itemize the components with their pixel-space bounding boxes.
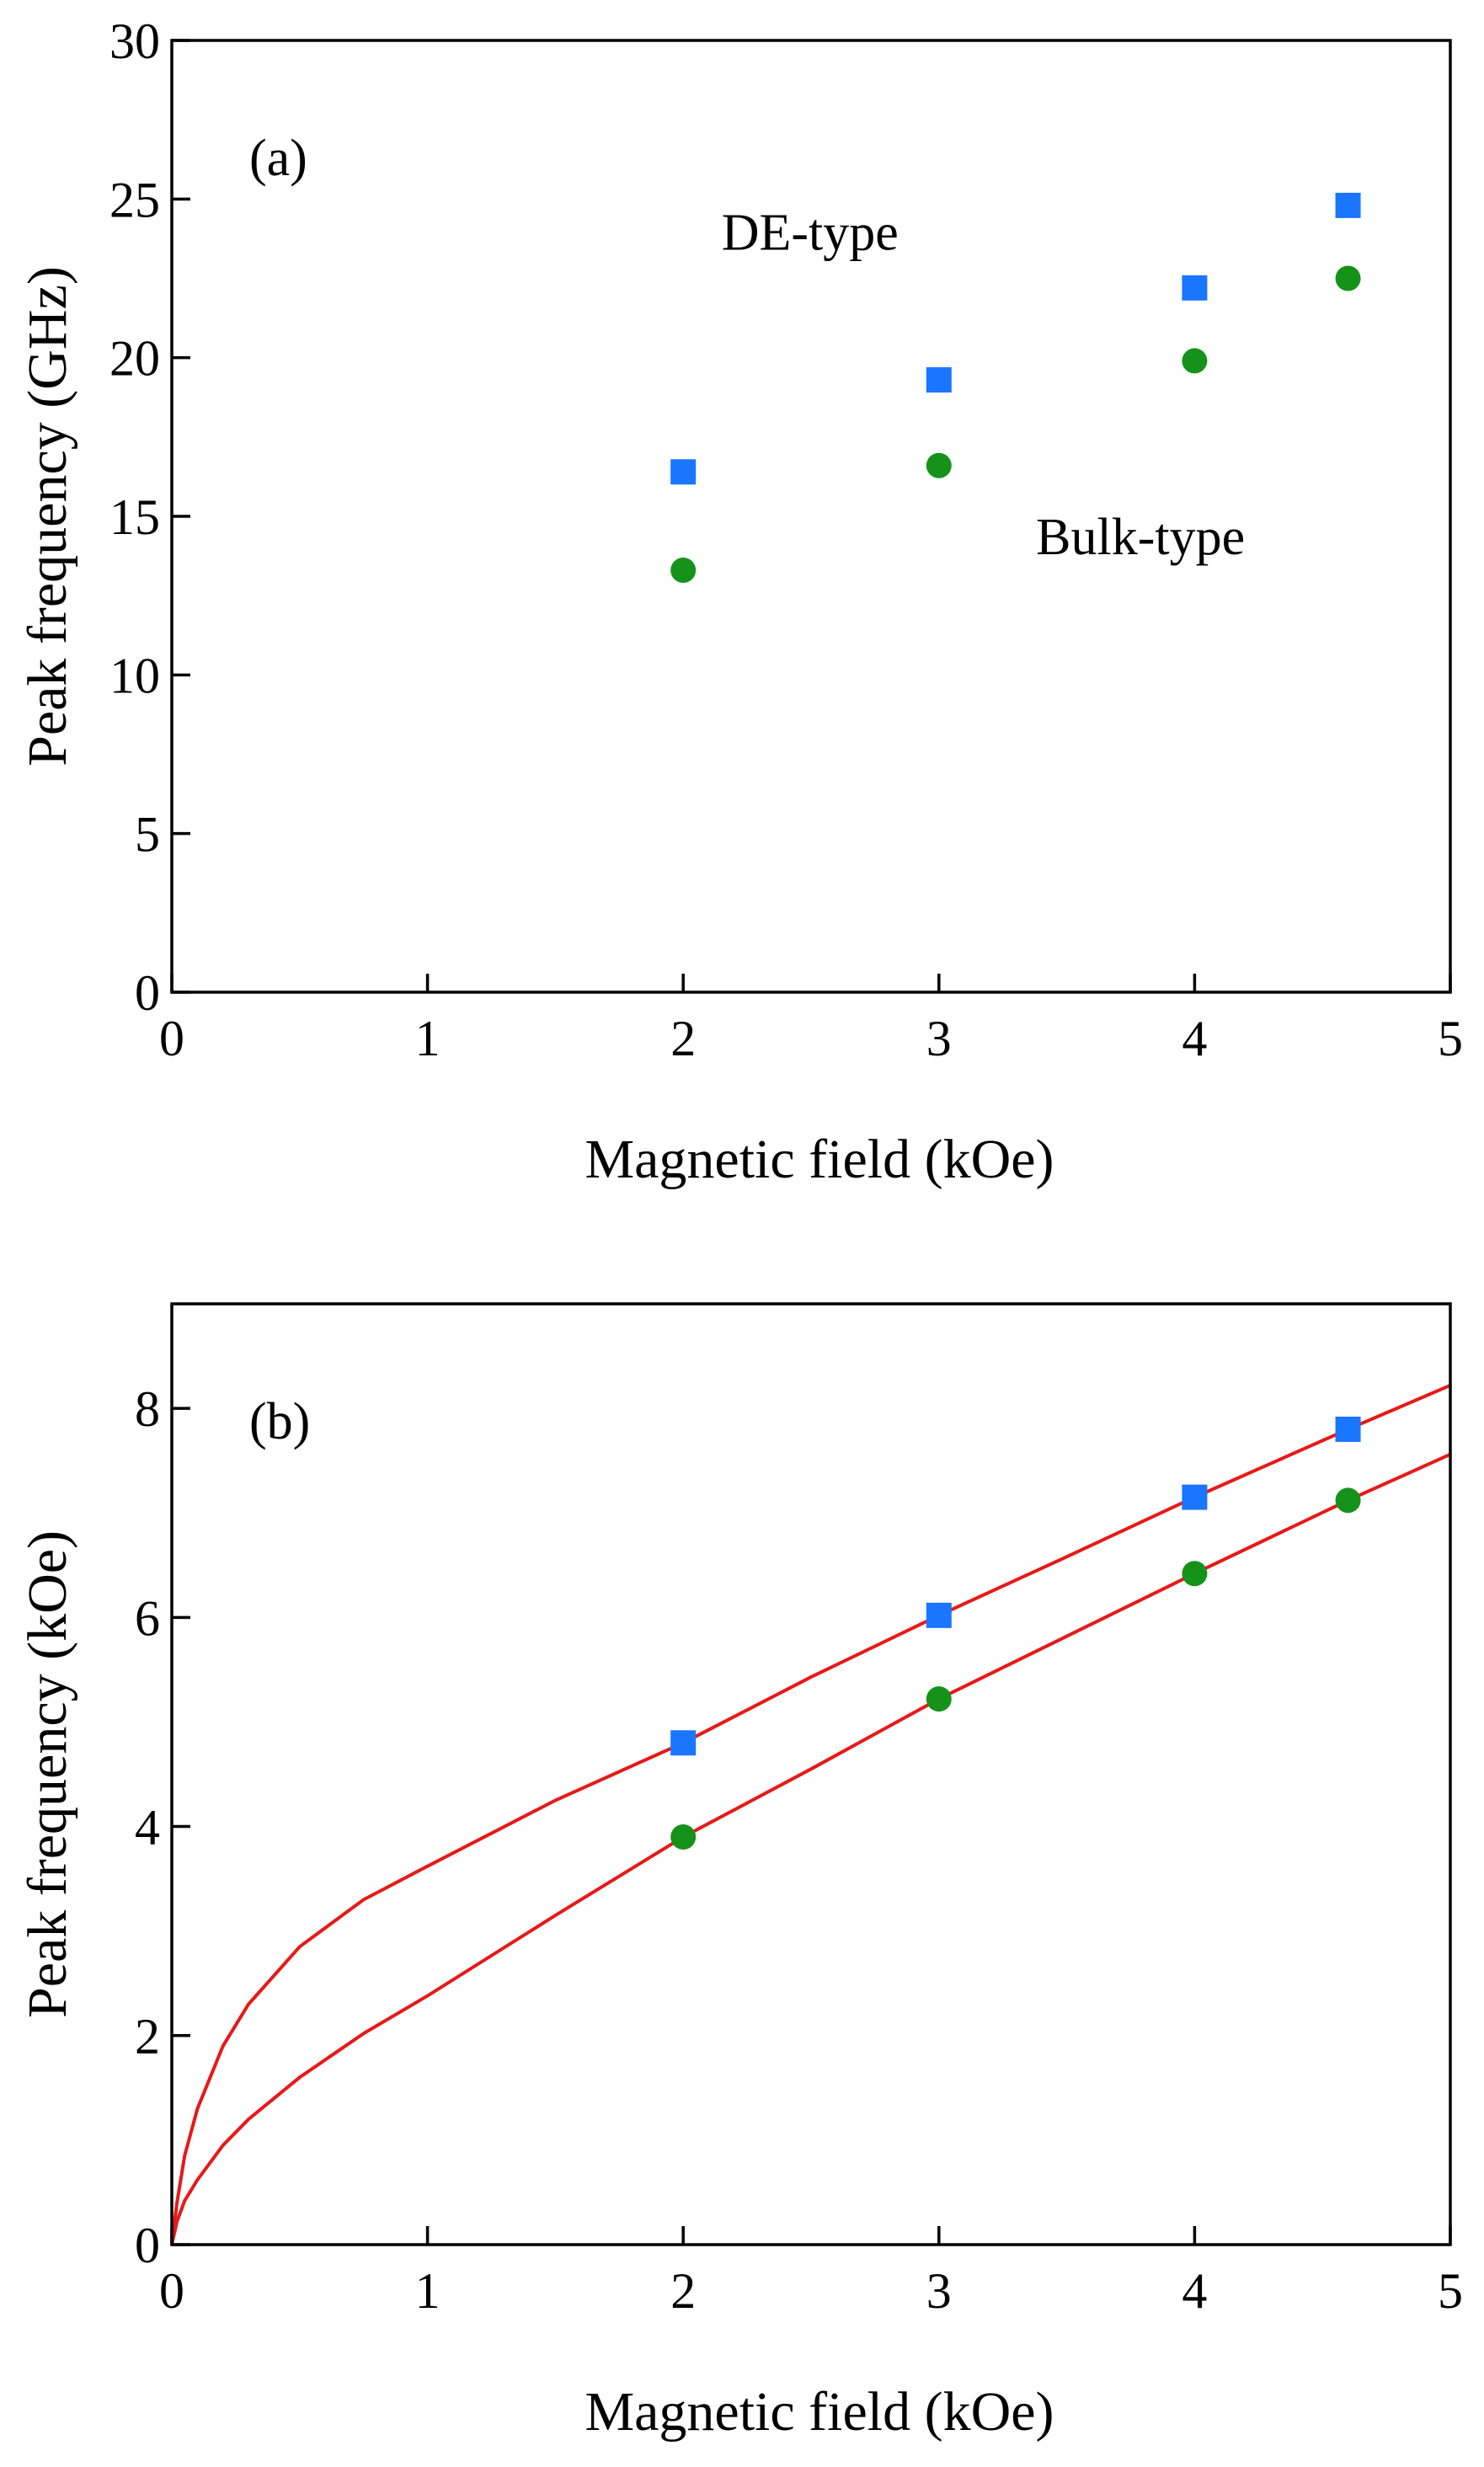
panel-label: (b)	[249, 1393, 310, 1450]
bulk-type-point	[1335, 265, 1361, 291]
x-tick-label: 2	[670, 1011, 696, 1066]
y-tick-label: 30	[109, 13, 160, 69]
y-tick-label: 2	[135, 2009, 160, 2064]
y-tick-label: 20	[109, 331, 160, 387]
y-tick-label: 8	[135, 1381, 160, 1437]
plot-frame	[170, 39, 1452, 994]
x-tick-label: 5	[1438, 2263, 1463, 2319]
chart-panel-a: 0 1 2 3 4 5 0 5 10 15 20 25 30 Magnetic field (kOe) Pe…	[17, 13, 1463, 1190]
x-tick-label: 4	[1182, 1011, 1207, 1066]
bulk-type-point	[1335, 1487, 1361, 1514]
x-tick-label: 3	[926, 2263, 952, 2319]
x-tick-label: 0	[159, 1011, 184, 1066]
de-type-point	[1182, 1484, 1208, 1510]
de-type-point	[1182, 275, 1208, 301]
de-type-point	[1335, 192, 1361, 218]
plot-frame	[170, 1302, 1452, 2246]
de-type-point	[1335, 1416, 1361, 1442]
bulk-type-point	[670, 1824, 697, 1850]
y-tick-label: 4	[135, 1800, 160, 1856]
y-tick-label: 0	[135, 2218, 160, 2273]
annotation-bulk-type: Bulk-type	[1036, 509, 1245, 566]
x-tick-label: 2	[670, 2263, 696, 2319]
x-tick-label: 5	[1438, 1011, 1463, 1066]
y-tick-label: 0	[135, 965, 160, 1021]
bulk-type-point	[670, 558, 697, 584]
de-type-point	[926, 1602, 952, 1628]
de-type-point	[670, 1730, 697, 1756]
chart-panel-b: 0 1 2 3 4 5 0 2 4 6 8 Magnetic field (kOe) Peak freq…	[17, 1302, 1463, 2443]
y-tick-label: 5	[135, 807, 160, 862]
x-axis-title: Magnetic field (kOe)	[585, 1129, 1054, 1190]
de-type-point	[926, 367, 952, 393]
x-tick-label: 1	[415, 1011, 440, 1066]
bulk-type-point	[1182, 348, 1208, 374]
y-tick-label: 15	[109, 489, 160, 545]
y-axis-title: Peak frequency (kOe)	[17, 1530, 78, 2018]
bulk-type-point	[926, 452, 952, 478]
y-tick-label: 6	[135, 1590, 160, 1646]
fit-line-de	[172, 1383, 1450, 2245]
bulk-type-point	[1182, 1561, 1208, 1587]
y-tick-label: 25	[109, 172, 160, 227]
bulk-type-point	[926, 1686, 952, 1712]
de-type-point	[670, 459, 697, 485]
panel-label: (a)	[249, 130, 307, 187]
x-axis-title: Magnetic field (kOe)	[585, 2381, 1054, 2443]
y-axis-title: Peak frequency (GHz)	[17, 266, 78, 766]
x-tick-label: 3	[926, 1011, 952, 1066]
annotation-de-type: DE-type	[722, 205, 899, 262]
y-tick-label: 10	[109, 648, 160, 703]
x-tick-label: 4	[1182, 2263, 1207, 2319]
x-tick-label: 1	[415, 2263, 440, 2319]
fit-line-bulk	[172, 1452, 1450, 2245]
x-tick-label: 0	[159, 2263, 184, 2319]
